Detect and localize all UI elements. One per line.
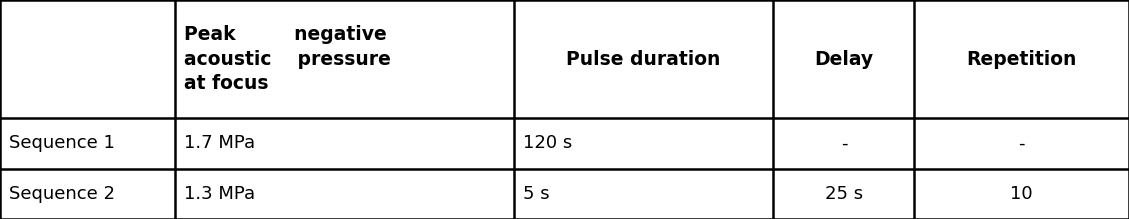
Text: Peak         negative
acoustic    pressure
at focus: Peak negative acoustic pressure at focus: [184, 25, 391, 93]
Text: 1.3 MPa: 1.3 MPa: [184, 185, 255, 203]
Text: 5 s: 5 s: [523, 185, 550, 203]
Text: 1.7 MPa: 1.7 MPa: [184, 134, 255, 152]
Text: 10: 10: [1010, 185, 1033, 203]
Text: Sequence 1: Sequence 1: [9, 134, 115, 152]
Text: Sequence 2: Sequence 2: [9, 185, 115, 203]
Text: Repetition: Repetition: [966, 50, 1077, 69]
Text: -: -: [1018, 134, 1025, 152]
Text: Pulse duration: Pulse duration: [567, 50, 720, 69]
Text: 120 s: 120 s: [523, 134, 572, 152]
Text: Delay: Delay: [814, 50, 874, 69]
Text: -: -: [841, 134, 847, 152]
Text: 25 s: 25 s: [825, 185, 863, 203]
